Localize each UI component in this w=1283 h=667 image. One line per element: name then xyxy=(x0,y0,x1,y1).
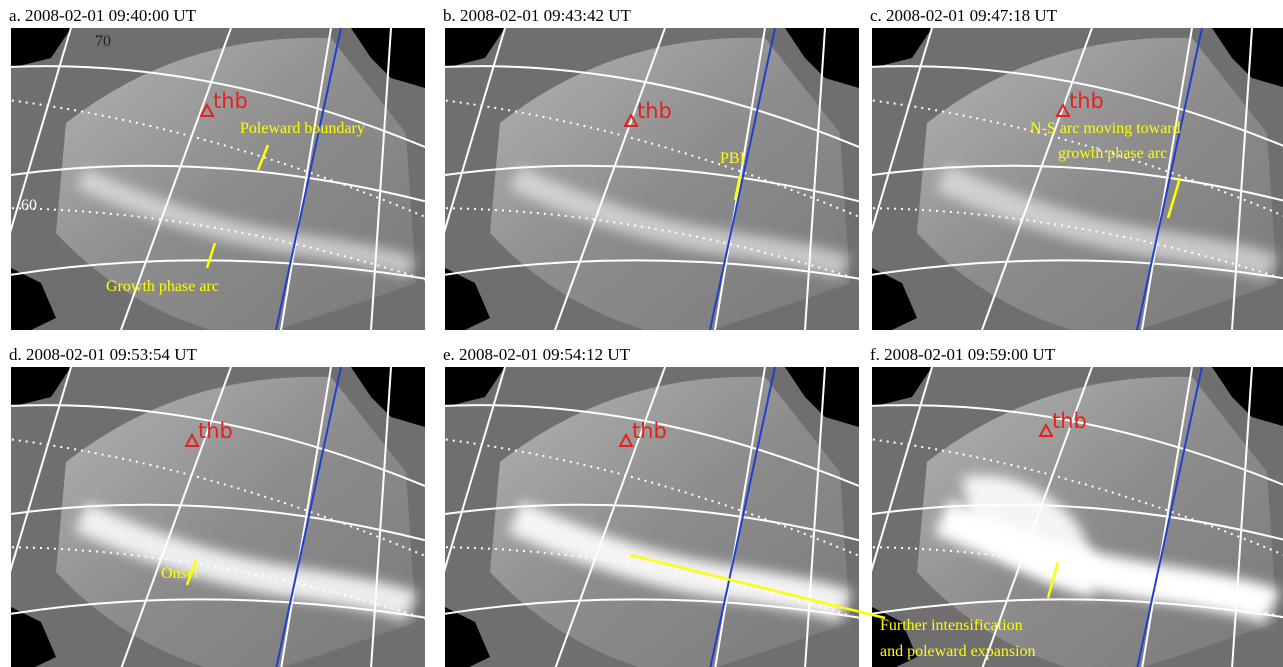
annotation: N-S arc moving toward xyxy=(1030,120,1181,137)
station-label: thb xyxy=(198,419,233,443)
panel-title: d. 2008-02-01 09:53:54 UT xyxy=(9,345,198,364)
station-label: thb xyxy=(637,99,672,123)
image-content xyxy=(0,28,451,330)
panel-image: thb PBI xyxy=(415,28,885,330)
panel-image: thb xyxy=(415,367,885,667)
station-label: thb xyxy=(213,89,248,113)
station-label: thb xyxy=(1052,409,1087,433)
panel-title: a. 2008-02-01 09:40:00 UT xyxy=(9,6,197,25)
page: a. 2008-02-01 09:40:00 UT thb 70 60 Poleward… xyxy=(0,0,1283,667)
panel-title: e. 2008-02-01 09:54:12 UT xyxy=(443,345,631,364)
image-content xyxy=(415,367,885,667)
annotation: and poleward expansion xyxy=(880,643,1036,660)
panel-image: thb 70 60 Poleward boundary Growth phase arc xyxy=(0,28,451,330)
annotation: Poleward boundary xyxy=(240,120,365,137)
panel-title: c. 2008-02-01 09:47:18 UT xyxy=(870,6,1058,25)
figure: a. 2008-02-01 09:40:00 UT thb 70 60 Poleward… xyxy=(0,0,1283,667)
annotation: 70 xyxy=(95,33,111,50)
annotation: Growth phase arc xyxy=(106,278,219,295)
image-content xyxy=(415,28,885,330)
image-content xyxy=(0,367,451,667)
station-label: thb xyxy=(632,419,667,443)
panel-image: thbOnset xyxy=(0,367,451,667)
station-label: thb xyxy=(1069,89,1104,113)
annotation: growth phase arc xyxy=(1058,145,1167,162)
panel-image: thb N-S arc moving toward growth phase arc xyxy=(842,28,1283,330)
annotation: 60 xyxy=(21,197,37,214)
annotation: PBI xyxy=(720,150,745,167)
annotation: Further intensification xyxy=(880,617,1023,634)
panel-title: b. 2008-02-01 09:43:42 UT xyxy=(443,6,632,25)
image-content xyxy=(842,28,1283,330)
panel-title: f. 2008-02-01 09:59:00 UT xyxy=(870,345,1056,364)
